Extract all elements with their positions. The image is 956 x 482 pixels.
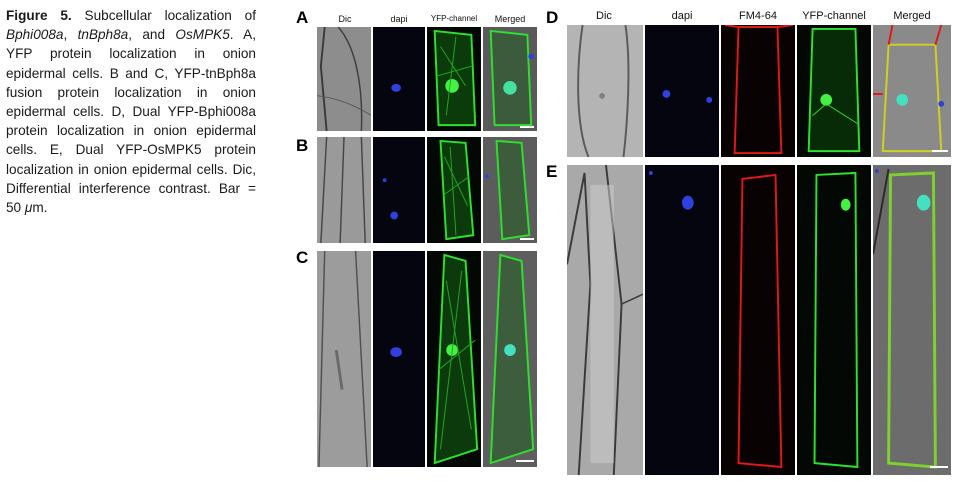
image-e-fm464: [720, 164, 796, 476]
mu-symbol: μ: [24, 200, 33, 216]
col-label-dapi-right: dapi: [671, 10, 693, 22]
image-e-merged: [872, 164, 952, 476]
scale-bar-d: [932, 150, 948, 152]
image-b-dic: [316, 136, 372, 244]
image-b-yfp: [426, 136, 482, 244]
col-label-yfp-right: YFP-channel: [802, 10, 866, 22]
col-label-dic-right: Dic: [596, 10, 612, 22]
image-d-dic: [566, 24, 644, 158]
caption-text-4: . A, YFP protein localization in onion e…: [6, 27, 256, 216]
gene-name-tnbph8a: tnBph8a: [77, 27, 129, 43]
figure-caption: Figure 5. Subcellular localization of Bp…: [6, 6, 256, 217]
scale-bar-c: [516, 460, 534, 462]
image-c-yfp: [426, 250, 482, 468]
image-b-merged: [482, 136, 538, 244]
caption-text-2: ,: [63, 27, 78, 43]
col-label-merged-right: Merged: [893, 10, 931, 22]
image-a-merged: [482, 26, 538, 132]
scale-bar-a: [520, 126, 534, 128]
image-e-yfp: [796, 164, 872, 476]
figure-label: Figure 5.: [6, 8, 72, 23]
col-label-merged-left: Merged: [494, 14, 526, 24]
image-a-dic: [316, 26, 372, 132]
panel-letter-a: A: [296, 8, 309, 27]
panel-letter-b: B: [296, 136, 309, 155]
panel-letter-e: E: [546, 162, 558, 181]
image-d-fm464: [720, 24, 796, 158]
image-e-dic: [566, 164, 644, 476]
image-c-dapi: [372, 250, 426, 468]
col-label-fm464-right: FM4-64: [739, 10, 777, 22]
gene-name-bphi008a: Bphi008a: [6, 27, 64, 43]
image-a-dapi: [372, 26, 426, 132]
caption-text-5: m.: [32, 200, 48, 216]
image-d-dapi: [644, 24, 720, 158]
col-label-yfp-left: YFP-channel: [430, 14, 478, 23]
caption-text-1: Subcellular localization of: [71, 8, 257, 23]
image-d-merged: [872, 24, 952, 158]
panel-letter-c: C: [296, 248, 309, 267]
image-d-yfp: [796, 24, 872, 158]
image-e-dapi: [644, 164, 720, 476]
scale-bar-b: [520, 238, 534, 240]
image-c-merged: [482, 250, 538, 468]
image-c-dic: [316, 250, 372, 468]
image-b-dapi: [372, 136, 426, 244]
panel-letter-d: D: [546, 8, 559, 27]
col-label-dapi-left: dapi: [390, 14, 408, 24]
image-a-yfp: [426, 26, 482, 132]
caption-text-3: , and: [128, 27, 176, 43]
gene-name-osmpk5: OsMPK5: [175, 27, 230, 43]
scale-bar-e: [930, 466, 948, 468]
col-label-dic-left: Dic: [338, 14, 352, 24]
